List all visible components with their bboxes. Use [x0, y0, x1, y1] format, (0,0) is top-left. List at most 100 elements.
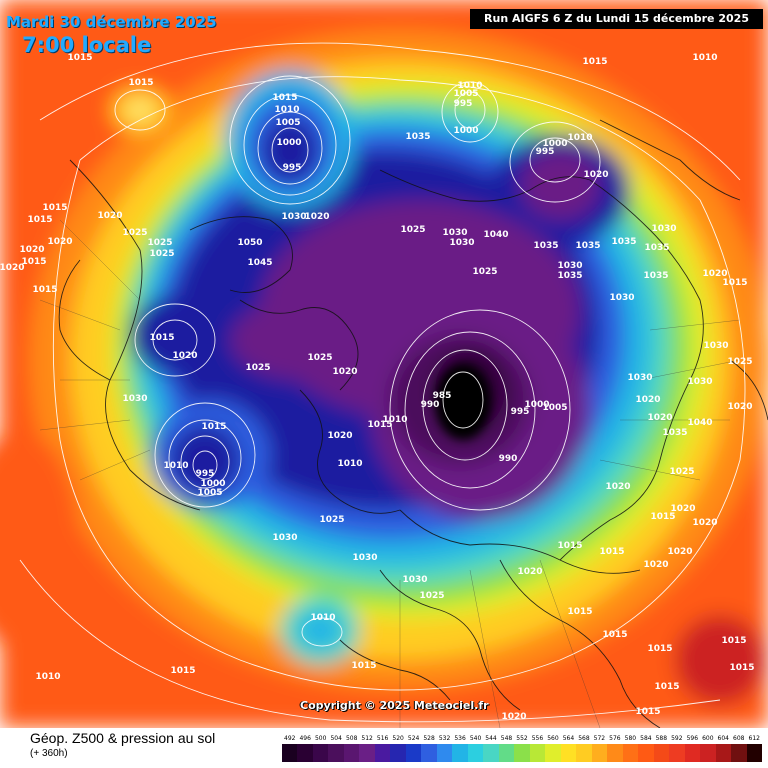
isobar-label: 1030	[651, 224, 676, 234]
isobar-label: 1020	[692, 518, 717, 528]
color-scale-tick: 556	[531, 735, 544, 742]
color-scale-cell	[328, 744, 344, 762]
isobar-label: 995	[511, 407, 530, 417]
isobar-label: 1015	[170, 666, 195, 676]
color-scale-tick: 576	[609, 735, 621, 742]
isobar-label: 990	[499, 454, 518, 464]
color-scale-cell	[297, 744, 313, 762]
isobar-label: 1030	[442, 228, 467, 238]
isobar-label: 1015	[567, 607, 592, 617]
color-scale-tick: 508	[345, 735, 358, 742]
isobar-label: 1020	[19, 245, 44, 255]
isobar-label: 1035	[643, 271, 668, 281]
isobar-label: 1020	[0, 263, 25, 273]
isobar-label: 1015	[599, 547, 624, 557]
isobar-label: 1025	[149, 249, 174, 259]
isobar-label: 1035	[611, 237, 636, 247]
color-scale-cell	[638, 744, 654, 762]
forecast-time: 7:00 locale	[22, 33, 152, 57]
color-scale-cell	[359, 744, 375, 762]
color-scale-cell	[421, 744, 437, 762]
color-scale-tick: 496	[299, 735, 311, 742]
isobar-label: 1020	[670, 504, 695, 514]
isobar-label: 1015	[654, 682, 679, 692]
color-scale-cell	[529, 744, 546, 762]
isobar-label: 1015	[149, 333, 174, 343]
run-info: Run AIGFS 6 Z du Lundi 15 décembre 2025	[470, 9, 763, 29]
isobar-label: 1030	[687, 377, 712, 387]
isobar-label: 995	[536, 147, 555, 157]
color-scale-tick: 516	[376, 735, 389, 742]
color-scale-cell	[560, 744, 577, 762]
isobars	[19, 42, 746, 723]
isobar-label: 1030	[402, 575, 427, 585]
isobar-label: 1020	[647, 413, 672, 423]
isobar-label: 1000	[200, 479, 225, 489]
isobar-label: 1020	[327, 431, 352, 441]
color-scale-cell	[607, 744, 623, 762]
isobar-label: 1020	[172, 351, 197, 361]
color-scale-tick: 600	[702, 735, 714, 742]
isobar-label: 1035	[557, 271, 582, 281]
legend-caption: Géop. Z500 & pression au sol	[30, 730, 216, 746]
isobar-label: 1025	[147, 238, 172, 248]
isobar-label: 1030	[449, 238, 474, 248]
isobar-label: 1000	[453, 126, 478, 136]
color-scale-cell	[452, 744, 468, 762]
isobar-label: 1015	[602, 630, 627, 640]
isobar-label: 995	[454, 99, 473, 109]
color-scale-cell	[282, 744, 298, 762]
isobar-label: 1000	[276, 138, 301, 148]
isobar-label: 985	[433, 391, 452, 401]
isobar-label: 1035	[533, 241, 558, 251]
color-scale-tick: 540	[469, 735, 482, 742]
color-scale-cell	[374, 744, 391, 762]
color-scale-cell	[669, 744, 685, 762]
isobar-label: 1040	[687, 418, 712, 428]
graticule	[39, 219, 741, 728]
isobar-label: 1020	[332, 367, 357, 377]
isobar-label: 1015	[42, 203, 67, 213]
isobar-label: 1025	[419, 591, 444, 601]
isobar-label: 1030	[609, 293, 634, 303]
color-scale-tick: 580	[624, 735, 637, 742]
color-scale-tick: 560	[547, 735, 559, 742]
isobar-label: 1010	[310, 613, 335, 623]
isobar-label: 1015	[27, 215, 52, 225]
isobar-label: 1020	[517, 567, 542, 577]
color-scale-tick: 572	[593, 735, 606, 742]
isobar-label: 1030	[557, 261, 582, 271]
isobar-label: 1015	[635, 707, 660, 717]
isobar-label: 1030	[281, 212, 306, 222]
isobar-label: 1015	[128, 78, 153, 88]
isobar-label: 1035	[662, 428, 687, 438]
isobar-label: 1020	[605, 482, 630, 492]
isobar-label: 1020	[702, 269, 727, 279]
isobar-label: 1020	[583, 170, 608, 180]
isobar-label: 1020	[643, 560, 668, 570]
isobar-label: 995	[196, 469, 215, 479]
color-scale-cell	[684, 744, 701, 762]
isobar-label: 1015	[21, 257, 46, 267]
color-scale-tick: 544	[485, 735, 497, 742]
color-scale-cell	[483, 744, 499, 762]
isobar-label: 1010	[692, 53, 717, 63]
color-scale-tick: 592	[671, 735, 683, 742]
color-scale: 492 496 500 504 508 512 516 520 524 528 532 536 540 5…	[282, 728, 763, 768]
isobar-label: 1025	[122, 228, 147, 238]
isobar-label: 1010	[382, 415, 407, 425]
color-scale-tick: 596	[686, 735, 699, 742]
color-scale-tick: 532	[438, 735, 451, 742]
low-core	[435, 364, 491, 440]
isobar-label: 1025	[307, 353, 332, 363]
color-scale-tick: 568	[578, 735, 590, 742]
color-scale-tick: 536	[454, 735, 466, 742]
color-scale-tick: 548	[500, 735, 513, 742]
isobar-label: 1010	[567, 133, 592, 143]
color-scale-cell	[576, 744, 592, 762]
isobar-label: 1015	[647, 644, 672, 654]
isobar-label: 1020	[47, 237, 72, 247]
